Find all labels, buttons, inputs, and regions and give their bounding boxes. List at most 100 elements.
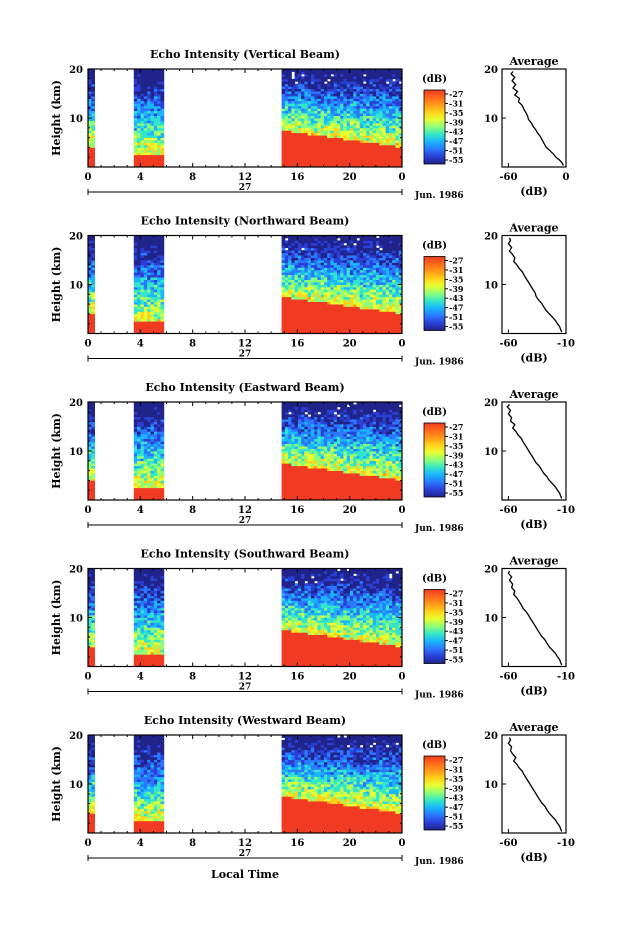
heatmap-cell bbox=[307, 108, 312, 112]
heatmap-cell bbox=[133, 321, 138, 325]
heatmap-cell bbox=[330, 159, 335, 163]
heatmap-cell bbox=[317, 96, 322, 99]
heatmap-cell bbox=[356, 113, 361, 116]
heatmap-cell bbox=[137, 100, 141, 104]
heatmap-cell bbox=[147, 326, 151, 329]
heatmap-cell bbox=[150, 446, 155, 449]
heatmap-cell bbox=[382, 279, 387, 283]
heatmap-cell bbox=[147, 495, 151, 498]
heatmap-cell bbox=[160, 240, 165, 244]
heatmap-cell bbox=[389, 301, 393, 305]
heatmap-cell bbox=[150, 137, 155, 141]
heatmap-cell bbox=[304, 458, 309, 462]
heatmap-cell bbox=[281, 262, 286, 266]
heatmap-cell bbox=[88, 113, 92, 116]
heatmap-cell bbox=[314, 438, 318, 442]
heatmap-cell bbox=[157, 424, 161, 427]
heatmap-cell bbox=[353, 286, 357, 290]
heatmap-cell bbox=[363, 282, 367, 285]
heatmap-cell bbox=[336, 240, 341, 244]
heatmap-cell bbox=[310, 284, 315, 288]
heatmap-cell bbox=[91, 125, 95, 129]
heatmap-cell bbox=[288, 433, 292, 437]
heatmap-cell bbox=[140, 257, 145, 261]
heatmap-cell bbox=[284, 490, 289, 493]
heatmap-cell bbox=[281, 272, 286, 276]
heatmap-cell bbox=[160, 321, 165, 325]
heatmap-cell bbox=[327, 152, 331, 156]
heatmap-cell bbox=[140, 86, 145, 89]
heatmap-cell bbox=[284, 149, 289, 153]
heatmap-cell bbox=[336, 274, 341, 278]
heatmap-cell bbox=[359, 144, 364, 148]
heatmap-cell bbox=[91, 73, 95, 77]
heatmap-cell bbox=[297, 69, 302, 72]
heatmap-cell bbox=[376, 125, 380, 129]
heatmap-cell bbox=[281, 475, 286, 479]
heatmap-cell bbox=[157, 108, 161, 112]
heatmap-cell bbox=[379, 100, 383, 104]
heatmap-cell bbox=[301, 255, 305, 258]
heatmap-cell bbox=[301, 274, 305, 278]
heatmap-cell bbox=[369, 88, 374, 92]
heatmap-cell bbox=[88, 294, 92, 298]
heatmap-cell bbox=[363, 313, 367, 317]
heatmap-cell bbox=[330, 108, 335, 112]
heatmap-cell bbox=[366, 137, 370, 141]
heatmap-cell bbox=[366, 245, 370, 249]
heatmap-cell bbox=[363, 267, 367, 271]
heatmap-cell bbox=[372, 277, 377, 280]
heatmap-cell bbox=[369, 301, 374, 305]
heatmap-cell bbox=[157, 438, 161, 442]
heatmap-cell bbox=[392, 83, 396, 87]
heatmap-cell bbox=[147, 100, 151, 104]
heatmap-cell bbox=[323, 272, 328, 276]
heatmap-cell bbox=[395, 78, 400, 82]
heatmap-cell bbox=[323, 73, 328, 77]
heatmap-cell bbox=[143, 73, 148, 77]
heatmap-cell bbox=[133, 485, 138, 489]
heatmap-cell bbox=[349, 83, 354, 87]
heatmap-cell bbox=[143, 118, 148, 121]
heatmap-cell bbox=[157, 159, 161, 163]
heatmap-cell bbox=[153, 127, 158, 131]
heatmap-cell bbox=[88, 73, 92, 77]
heatmap-cell bbox=[356, 291, 361, 295]
heatmap-cell bbox=[133, 125, 138, 129]
heatmap-cell bbox=[398, 71, 403, 75]
heatmap-cell bbox=[385, 105, 390, 109]
heatmap-cell bbox=[333, 81, 338, 85]
heatmap-cell bbox=[317, 264, 322, 268]
heatmap-cell bbox=[369, 105, 374, 109]
heatmap-cell bbox=[284, 260, 289, 263]
heatmap-cell bbox=[150, 78, 155, 82]
heatmap-cell bbox=[294, 309, 299, 312]
heatmap-cell bbox=[301, 313, 305, 317]
heatmap-cell bbox=[392, 299, 396, 302]
heatmap-cell bbox=[153, 424, 158, 427]
heatmap-cell bbox=[330, 255, 335, 258]
heatmap-cell bbox=[88, 91, 92, 94]
heatmap-cell bbox=[304, 242, 309, 246]
heatmap-cell bbox=[376, 96, 380, 99]
heatmap-cell bbox=[317, 463, 322, 467]
heatmap-cell bbox=[143, 162, 148, 165]
heatmap-cell bbox=[363, 149, 367, 153]
heatmap-cell bbox=[353, 316, 357, 320]
heatmap-cell bbox=[359, 81, 364, 85]
heatmap-cell bbox=[385, 137, 390, 141]
heatmap-cell bbox=[366, 294, 370, 298]
heatmap-cell bbox=[382, 306, 387, 310]
heatmap-cell bbox=[346, 240, 351, 244]
heatmap-cell bbox=[366, 250, 370, 254]
heatmap-cell bbox=[314, 264, 318, 268]
heatmap-cell bbox=[398, 313, 403, 317]
heatmap-cell bbox=[288, 475, 292, 479]
heatmap-cell bbox=[88, 306, 92, 310]
heatmap-cell bbox=[160, 118, 165, 121]
heatmap-cell bbox=[385, 125, 390, 129]
heatmap-cell bbox=[398, 164, 403, 168]
heatmap-cell bbox=[346, 137, 351, 141]
heatmap-cell bbox=[133, 157, 138, 161]
heatmap-cell bbox=[323, 78, 328, 82]
